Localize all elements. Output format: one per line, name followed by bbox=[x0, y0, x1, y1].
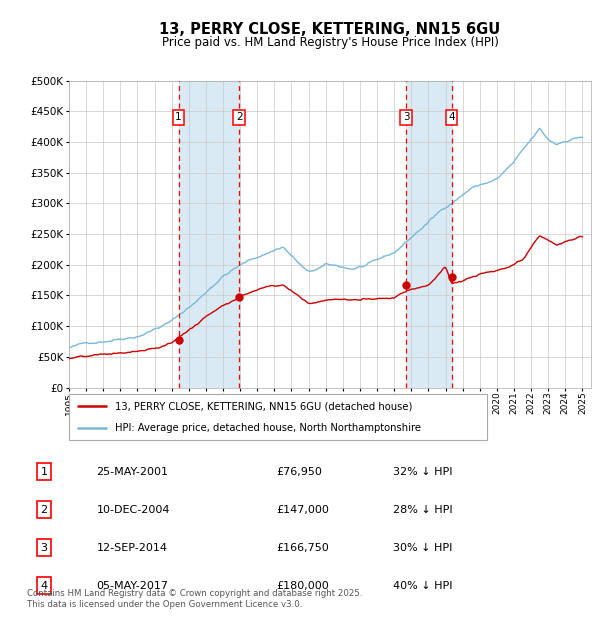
Text: 10-DEC-2004: 10-DEC-2004 bbox=[97, 505, 170, 515]
Text: 3: 3 bbox=[403, 112, 409, 122]
FancyBboxPatch shape bbox=[69, 394, 487, 440]
Text: HPI: Average price, detached house, North Northamptonshire: HPI: Average price, detached house, Nort… bbox=[115, 423, 421, 433]
Text: 05-MAY-2017: 05-MAY-2017 bbox=[97, 580, 169, 590]
Text: £76,950: £76,950 bbox=[277, 467, 323, 477]
Text: 2: 2 bbox=[40, 505, 47, 515]
Bar bbox=[406, 81, 452, 388]
Text: £166,750: £166,750 bbox=[277, 542, 329, 552]
Text: 4: 4 bbox=[448, 112, 455, 122]
Text: 28% ↓ HPI: 28% ↓ HPI bbox=[393, 505, 453, 515]
Text: £180,000: £180,000 bbox=[277, 580, 329, 590]
Text: 1: 1 bbox=[40, 467, 47, 477]
Text: Contains HM Land Registry data © Crown copyright and database right 2025.
This d: Contains HM Land Registry data © Crown c… bbox=[27, 590, 362, 609]
Text: 32% ↓ HPI: 32% ↓ HPI bbox=[393, 467, 452, 477]
Text: £147,000: £147,000 bbox=[277, 505, 329, 515]
Text: 1: 1 bbox=[175, 112, 182, 122]
Text: 30% ↓ HPI: 30% ↓ HPI bbox=[393, 542, 452, 552]
Text: 2: 2 bbox=[236, 112, 242, 122]
Text: Price paid vs. HM Land Registry's House Price Index (HPI): Price paid vs. HM Land Registry's House … bbox=[161, 36, 499, 49]
Text: 13, PERRY CLOSE, KETTERING, NN15 6GU (detached house): 13, PERRY CLOSE, KETTERING, NN15 6GU (de… bbox=[115, 401, 412, 411]
Text: 40% ↓ HPI: 40% ↓ HPI bbox=[393, 580, 452, 590]
Text: 25-MAY-2001: 25-MAY-2001 bbox=[97, 467, 169, 477]
Bar bbox=[179, 81, 239, 388]
Text: 12-SEP-2014: 12-SEP-2014 bbox=[97, 542, 167, 552]
Text: 4: 4 bbox=[40, 580, 47, 590]
Text: 3: 3 bbox=[40, 542, 47, 552]
Text: 13, PERRY CLOSE, KETTERING, NN15 6GU: 13, PERRY CLOSE, KETTERING, NN15 6GU bbox=[160, 22, 500, 37]
